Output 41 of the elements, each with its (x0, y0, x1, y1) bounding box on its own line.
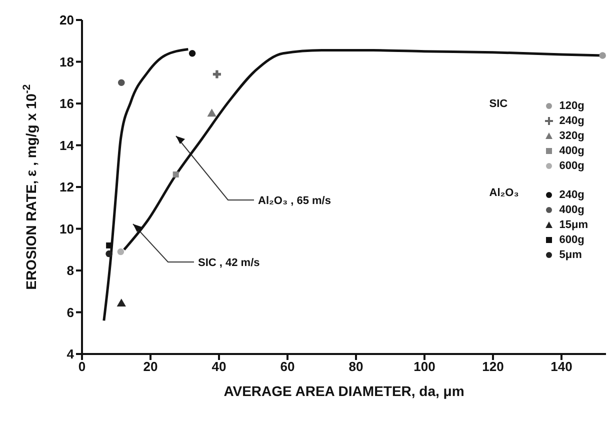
legend-label: 320g (559, 130, 584, 142)
point (207, 108, 216, 117)
x-tick-label: 100 (414, 359, 436, 374)
x-axis-title: AVERAGE AREA DIAMETER, da, μm (224, 382, 464, 399)
x-tick-label: 0 (78, 359, 86, 374)
y-tick-label: 10 (60, 221, 74, 236)
y-tick-label: 4 (66, 346, 75, 362)
x-tick-label: 20 (143, 359, 158, 374)
point (116, 298, 126, 307)
point (599, 52, 606, 59)
point (118, 79, 125, 86)
point (212, 70, 221, 78)
legend-label: 600g (559, 160, 584, 172)
point (106, 250, 112, 258)
x-tick-label: 80 (348, 359, 364, 374)
y-tick-label: 6 (66, 304, 74, 320)
annotation: SIC (489, 98, 509, 112)
y-tick-label: 16 (60, 96, 74, 112)
y-tick-label: 18 (60, 54, 74, 70)
x-tick-label: 40 (212, 359, 226, 374)
x-tick-label: 60 (280, 359, 295, 374)
legend-label: 600g (559, 234, 584, 246)
legend-label: 400g (559, 144, 584, 156)
point (117, 248, 124, 256)
point (188, 50, 196, 57)
annotation: Al₂O₃ (489, 187, 520, 201)
y-tick-label: 14 (60, 138, 75, 153)
y-tick-label: 12 (60, 180, 74, 195)
legend-label: 400g (559, 204, 584, 216)
y-tick-label: 20 (60, 12, 74, 28)
legend-label: 240g (559, 114, 584, 126)
legend-label: 240g (559, 188, 584, 200)
text: SIC , 42 m/s (198, 257, 260, 269)
legend-label: 5μm (559, 248, 582, 260)
legend-label: 120g (559, 100, 584, 112)
x-tick-label: 120 (482, 359, 504, 374)
point (172, 171, 179, 178)
legend-label: 15μm (559, 218, 588, 230)
y-tick-label: 8 (66, 263, 74, 278)
text: Al₂O₃ , 65 m/s (258, 195, 331, 207)
x-tick-label: 140 (550, 359, 572, 374)
